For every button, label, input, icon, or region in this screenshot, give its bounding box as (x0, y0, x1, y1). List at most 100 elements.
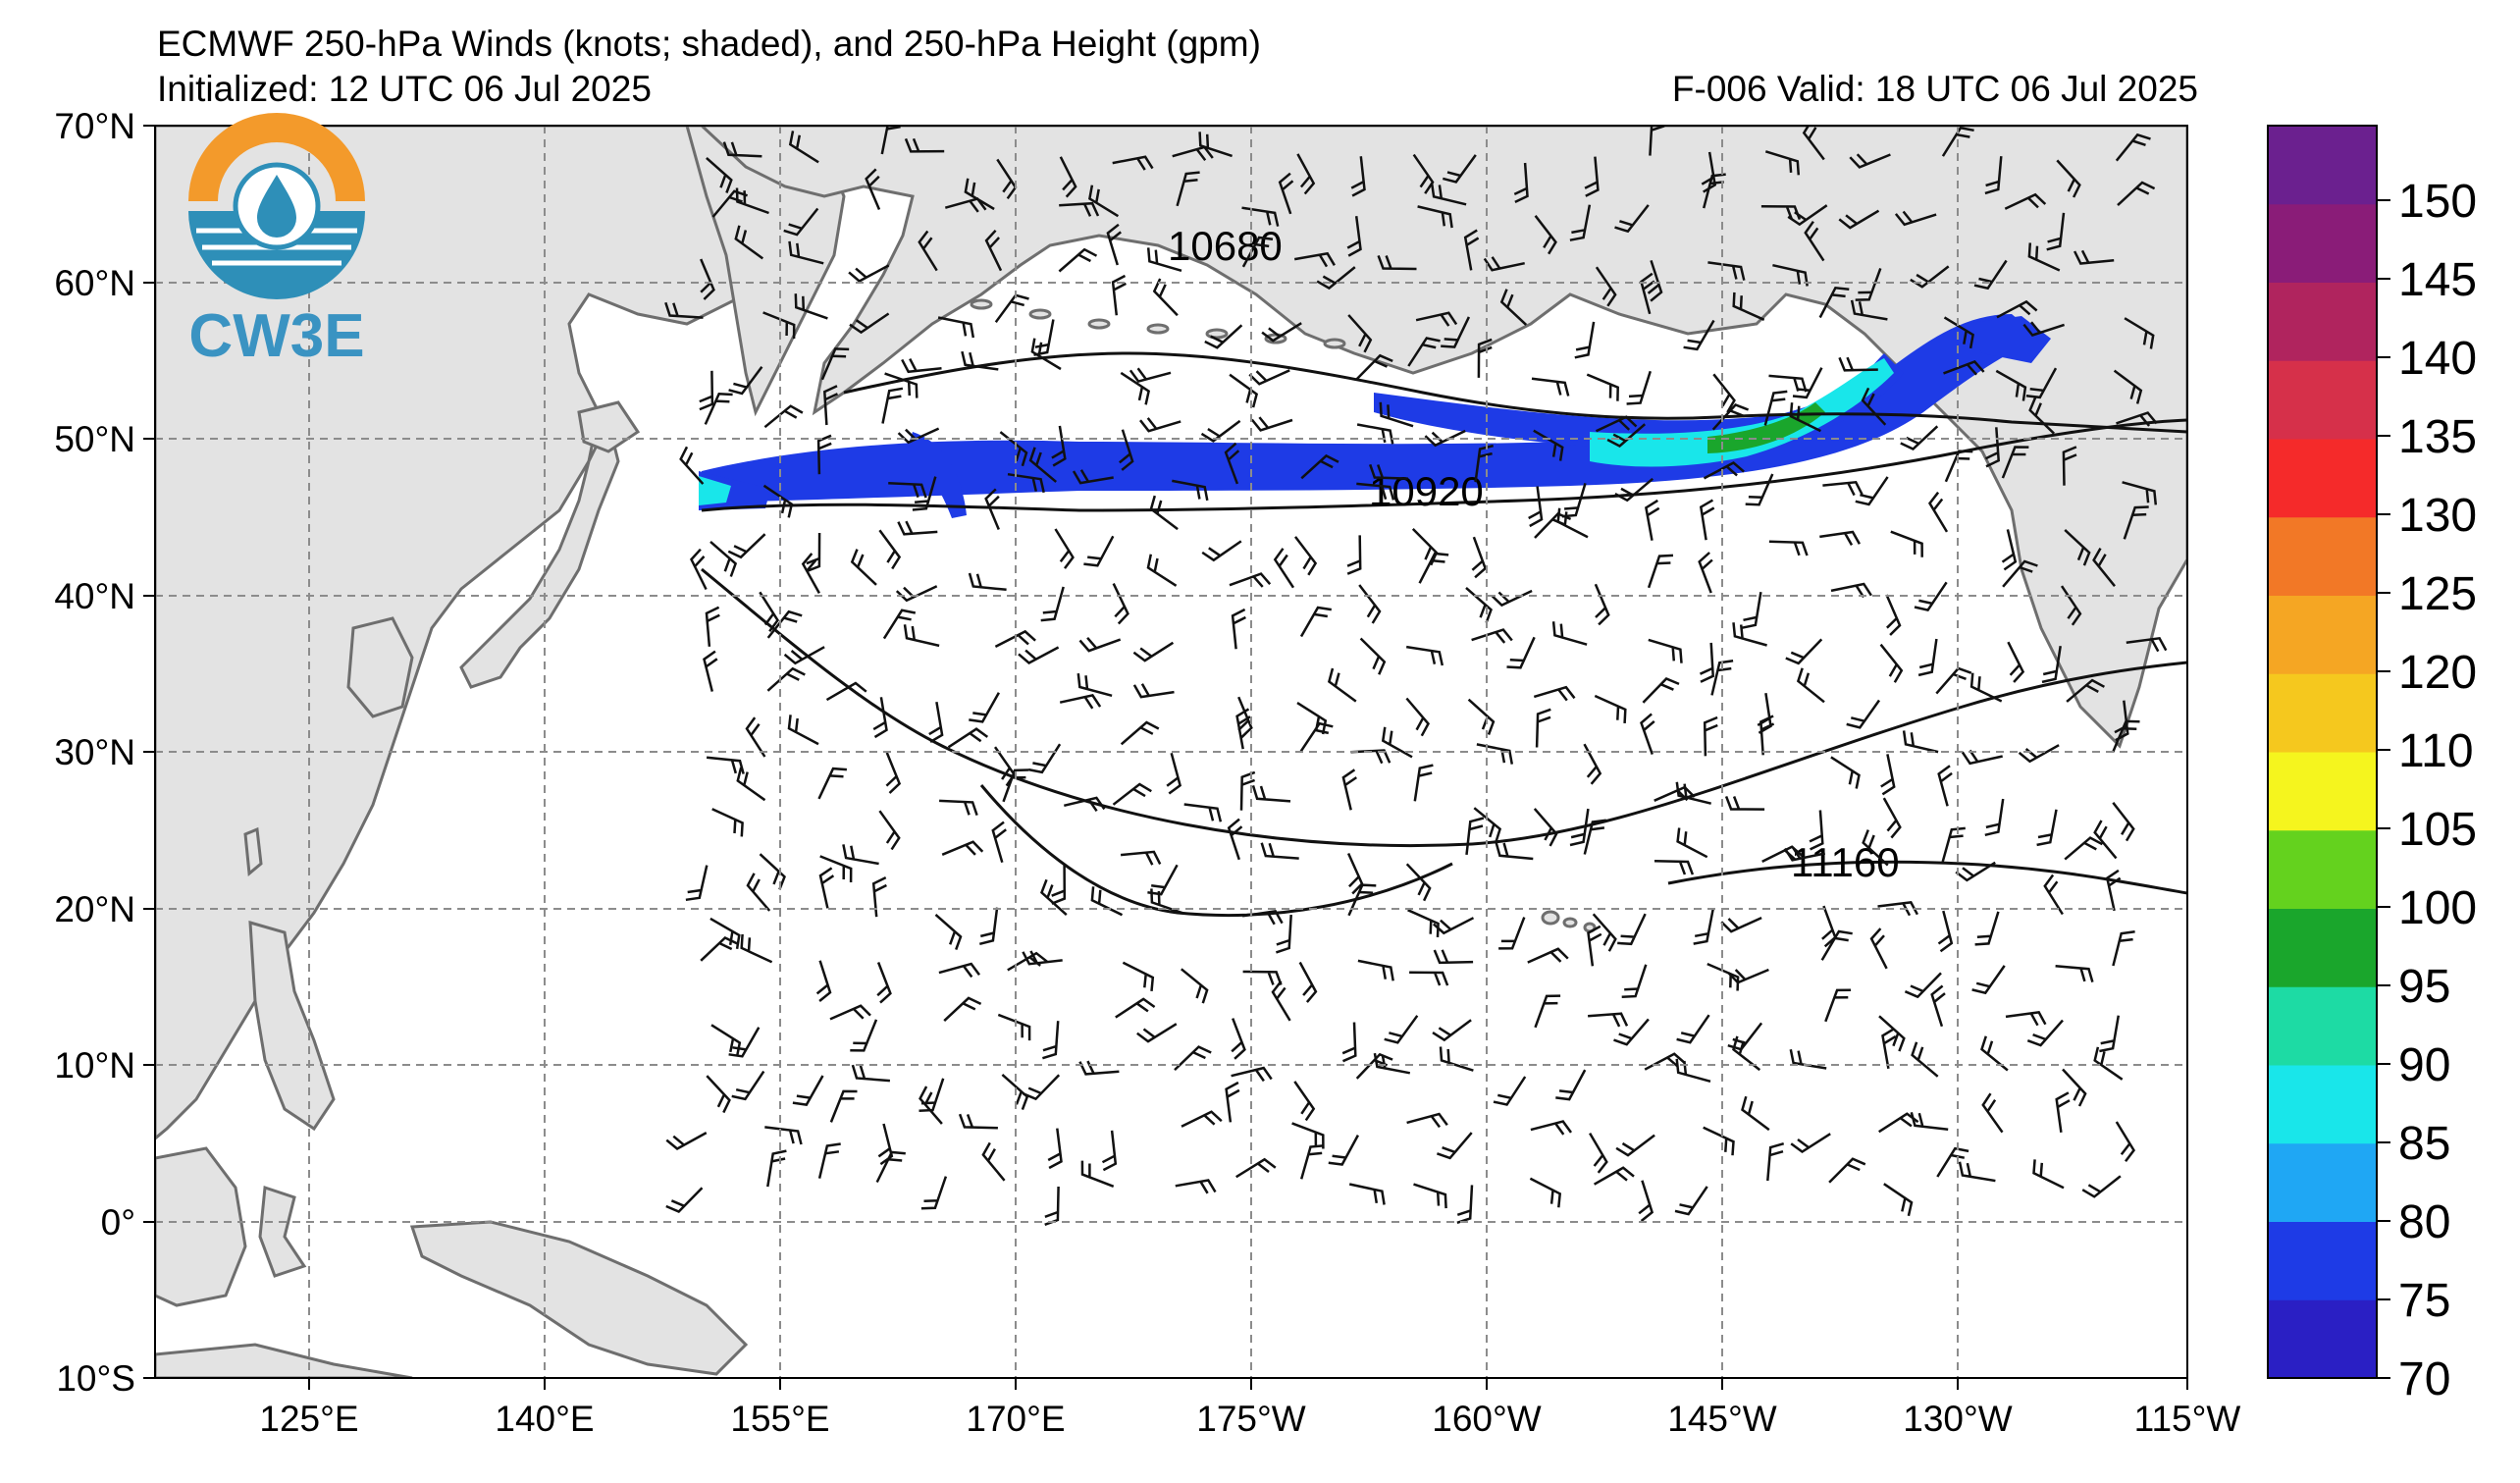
colorbar-swatch (2268, 203, 2377, 283)
wind-barb (1174, 1045, 1212, 1072)
wind-barb (1119, 429, 1134, 471)
wind-barb (1941, 126, 1974, 157)
lon-label: 160°W (1432, 1399, 1542, 1439)
colorbar-swatch (2268, 1299, 2377, 1379)
wind-barb (1981, 1092, 2004, 1134)
colorbar-label: 70 (2398, 1353, 2450, 1405)
wind-barb (1271, 980, 1291, 1022)
wind-barb (2066, 678, 2105, 703)
wind-barb (1614, 477, 1654, 503)
colorbar-swatch (2268, 360, 2377, 440)
lon-label: 130°W (1903, 1399, 2013, 1439)
wind-barb (1683, 319, 1715, 351)
wind-barb (2032, 1159, 2065, 1190)
wind-barb (1072, 469, 1114, 485)
wind-barb (1711, 403, 1750, 431)
wind-barb (829, 1004, 871, 1021)
wind-barb (919, 1086, 943, 1125)
wind-barb (1088, 185, 1120, 218)
wind-barb (1132, 683, 1175, 699)
lat-label: 60°N (54, 263, 135, 303)
wind-barb (1007, 472, 1045, 494)
colorbar-label: 75 (2398, 1275, 2450, 1327)
wind-barb (1227, 818, 1243, 861)
wind-barb (1879, 643, 1904, 683)
wind-barb (2115, 132, 2151, 162)
wind-barb (1732, 1035, 1761, 1072)
wind-barb (1759, 715, 1775, 756)
wind-barb (766, 1149, 787, 1188)
wind-barb (762, 311, 796, 340)
wind-barb (1293, 1081, 1316, 1122)
colorbar-label: 150 (2398, 176, 2477, 228)
wind-barb (1763, 390, 1788, 426)
colorbar-label: 125 (2398, 568, 2477, 620)
wind-barb (1883, 1183, 1914, 1217)
lon-label: 175°W (1196, 1399, 1306, 1439)
wind-barb (984, 229, 1003, 272)
colorbar-ticks (2377, 199, 2390, 1379)
wind-barb (1648, 638, 1683, 663)
wind-barb (736, 767, 766, 802)
wind-barb (1412, 153, 1435, 194)
australia (155, 1343, 413, 1378)
wind-barb (1357, 959, 1394, 981)
wind-barb (1296, 153, 1316, 195)
wind-barb (1241, 236, 1274, 268)
wind-barb (1958, 1161, 1996, 1183)
wind-barb (1002, 768, 1029, 803)
colorbar-label: 130 (2398, 490, 2477, 542)
wind-barb (2099, 1015, 2121, 1053)
wind-barb (1943, 360, 1985, 376)
wind-barb (1902, 730, 1939, 754)
colorbar-swatch (2268, 282, 2377, 361)
wind-barb (1198, 132, 1233, 158)
wind-barb (978, 907, 999, 946)
wind-barb (1418, 552, 1449, 584)
wind-barb (1042, 1021, 1060, 1060)
wind-barb (1824, 988, 1852, 1023)
wind-barb (699, 370, 714, 411)
wind-barb (1787, 204, 1828, 227)
wind-barb (1430, 183, 1467, 206)
wind-barb (787, 715, 819, 746)
wind-barb (1626, 370, 1652, 405)
wind-barb (2055, 1091, 2071, 1133)
valid-time: F-006 Valid: 18 UTC 06 Jul 2025 (1671, 69, 2198, 109)
wind-barb (1146, 554, 1178, 587)
lat-label: 20°N (54, 889, 135, 929)
wind-barb (1606, 423, 1647, 449)
wind-barb (1984, 156, 2003, 195)
wind-barb (819, 855, 853, 883)
wind-barb (2113, 369, 2143, 404)
colorbar-label: 110 (2398, 725, 2474, 777)
wind-barb (1028, 447, 1058, 483)
colorbar-swatch (2268, 1142, 2377, 1222)
wind-barb (1241, 910, 1284, 926)
wind-barb (1900, 425, 1939, 450)
wind-barb (1442, 154, 1477, 184)
wind-barb (1040, 878, 1068, 917)
wind-barb (1698, 552, 1713, 594)
wind-barb (1846, 699, 1881, 729)
wind-barb (1106, 223, 1122, 266)
wind-barb (2056, 159, 2081, 198)
wind-barb (2093, 820, 2118, 860)
map-content: 10680 10920 11160 (155, 126, 2187, 1378)
wind-barb (842, 844, 879, 866)
wind-barb (1251, 785, 1291, 803)
wind-barb (1533, 429, 1564, 461)
wind-barb (1181, 1110, 1223, 1128)
wind-barb (1355, 353, 1393, 381)
wind-barb (1785, 638, 1823, 665)
wind-barb (2046, 212, 2066, 251)
wind-barb (1471, 628, 1513, 644)
wind-barb (766, 609, 803, 639)
wind-barb (1058, 247, 1098, 273)
wind-barb (1995, 369, 2027, 401)
wind-barb (1551, 621, 1588, 646)
wind-barb (1409, 971, 1449, 986)
wind-barb (912, 476, 937, 511)
wind-barb (1818, 286, 1850, 319)
wind-barb (1064, 796, 1106, 813)
